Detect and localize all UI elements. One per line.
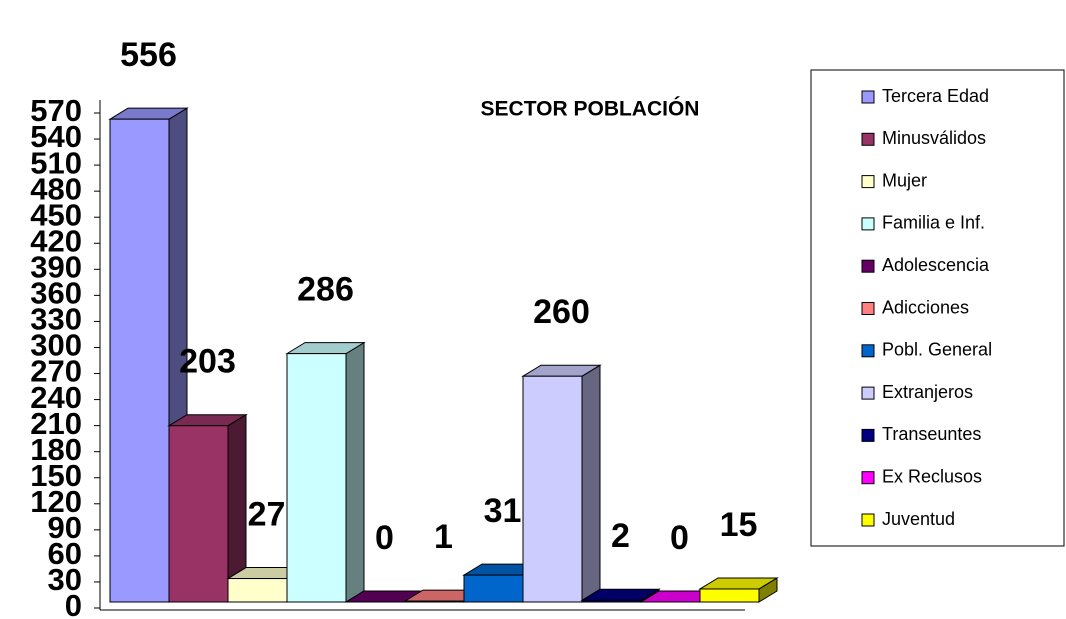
legend-label: Pobl. General <box>882 340 992 360</box>
y-tick-label: 570 <box>30 93 82 128</box>
value-label: 15 <box>720 506 758 544</box>
value-label: 203 <box>179 343 236 381</box>
value-label: 1 <box>434 518 453 556</box>
bar-front <box>404 600 465 603</box>
bar-front <box>227 578 288 603</box>
legend-swatch <box>861 90 875 104</box>
legend-label: Mujer <box>882 170 927 190</box>
bar <box>167 413 248 603</box>
legend-swatch <box>861 513 875 527</box>
y-tick-label: 420 <box>30 223 82 258</box>
y-tick-label: 210 <box>30 406 82 441</box>
legend-box <box>810 69 1065 547</box>
legend-label: Ex Reclusos <box>882 466 982 486</box>
legend-label: Familia e Inf. <box>882 213 985 233</box>
chart-title: SECTOR POBLACIÓN <box>481 97 700 121</box>
legend-swatch <box>861 132 875 146</box>
legend-swatch <box>861 344 875 358</box>
y-tick-label: 360 <box>30 276 82 311</box>
y-tick-label: 30 <box>48 562 82 597</box>
legend-swatch <box>861 302 875 315</box>
value-label: 0 <box>670 519 689 557</box>
legend-label: Minusválidos <box>882 128 986 148</box>
bar-side <box>581 364 601 603</box>
legend-label: Adicciones <box>882 297 969 317</box>
bar-front <box>699 588 760 603</box>
value-label: 556 <box>120 36 177 74</box>
bar-front <box>522 375 583 603</box>
y-tick-label: 90 <box>48 510 82 545</box>
legend-label: Tercera Edad <box>882 86 989 106</box>
legend-swatch <box>861 217 875 231</box>
legend-swatch <box>861 428 875 442</box>
y-tick-label: 510 <box>30 145 82 180</box>
legend-swatch <box>861 386 875 400</box>
legend-label: Adolescencia <box>882 255 990 275</box>
value-label: 286 <box>297 271 354 309</box>
legend-swatch <box>861 471 875 485</box>
value-label: 27 <box>248 496 286 534</box>
value-label: 0 <box>375 519 394 557</box>
y-tick-label: 0 <box>65 588 82 619</box>
bar-front <box>286 353 347 603</box>
bar-front <box>463 574 524 603</box>
value-label: 2 <box>611 517 630 555</box>
y-tick-label: 240 <box>30 380 82 415</box>
y-tick-label: 330 <box>30 302 82 337</box>
y-tick-label: 450 <box>30 197 82 232</box>
y-tick-label: 150 <box>30 458 82 493</box>
bar-front <box>109 118 170 603</box>
bar <box>285 341 366 603</box>
value-label: 31 <box>484 492 522 530</box>
y-tick-label: 270 <box>30 354 82 389</box>
legend-swatch <box>861 259 875 273</box>
bar-side <box>345 341 365 603</box>
y-tick-label: 540 <box>30 119 82 154</box>
bar-front <box>581 599 642 603</box>
y-tick-label: 300 <box>30 328 82 363</box>
y-tick-label: 120 <box>30 484 82 519</box>
y-tick-label: 480 <box>30 171 82 206</box>
y-tick-label: 390 <box>30 250 82 285</box>
bar-front <box>168 425 229 603</box>
value-label: 260 <box>533 293 590 331</box>
y-tick-label: 60 <box>48 536 82 571</box>
legend-swatch <box>861 175 875 189</box>
bar <box>698 577 779 603</box>
y-tick-label: 180 <box>30 432 82 467</box>
legend-label: Juventud <box>882 509 955 529</box>
legend-label: Transeuntes <box>882 424 981 444</box>
legend-label: Extranjeros <box>882 382 973 402</box>
bar <box>521 364 602 603</box>
